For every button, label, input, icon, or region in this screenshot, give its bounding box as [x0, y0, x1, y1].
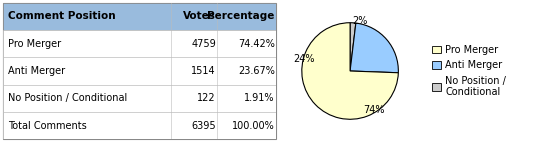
Bar	[3, 85, 276, 112]
Text: Pro Merger: Pro Merger	[8, 39, 61, 49]
Text: 1.91%: 1.91%	[245, 93, 275, 103]
Text: Percentage: Percentage	[207, 12, 275, 21]
Bar	[3, 3, 276, 30]
Wedge shape	[302, 23, 398, 119]
Wedge shape	[350, 23, 356, 71]
Text: 1514: 1514	[191, 66, 216, 76]
Legend: Pro Merger, Anti Merger, No Position /
Conditional: Pro Merger, Anti Merger, No Position / C…	[432, 45, 506, 97]
Text: Anti Merger: Anti Merger	[8, 66, 65, 76]
Text: 74%: 74%	[363, 105, 385, 115]
Text: 100.00%: 100.00%	[232, 121, 275, 130]
Wedge shape	[350, 23, 398, 73]
Text: 6395: 6395	[191, 121, 216, 130]
Text: 74.42%: 74.42%	[238, 39, 275, 49]
Text: 2%: 2%	[353, 16, 368, 26]
Bar	[3, 30, 276, 57]
Text: No Position / Conditional: No Position / Conditional	[8, 93, 127, 103]
Text: 24%: 24%	[293, 54, 315, 63]
Text: 23.67%: 23.67%	[238, 66, 275, 76]
Text: Total Comments: Total Comments	[8, 121, 87, 130]
Bar	[3, 57, 276, 85]
Text: Comment Position: Comment Position	[8, 12, 116, 21]
Bar	[3, 112, 276, 139]
Text: 4759: 4759	[191, 39, 216, 49]
Text: 122: 122	[197, 93, 216, 103]
Text: Votes: Votes	[183, 12, 216, 21]
